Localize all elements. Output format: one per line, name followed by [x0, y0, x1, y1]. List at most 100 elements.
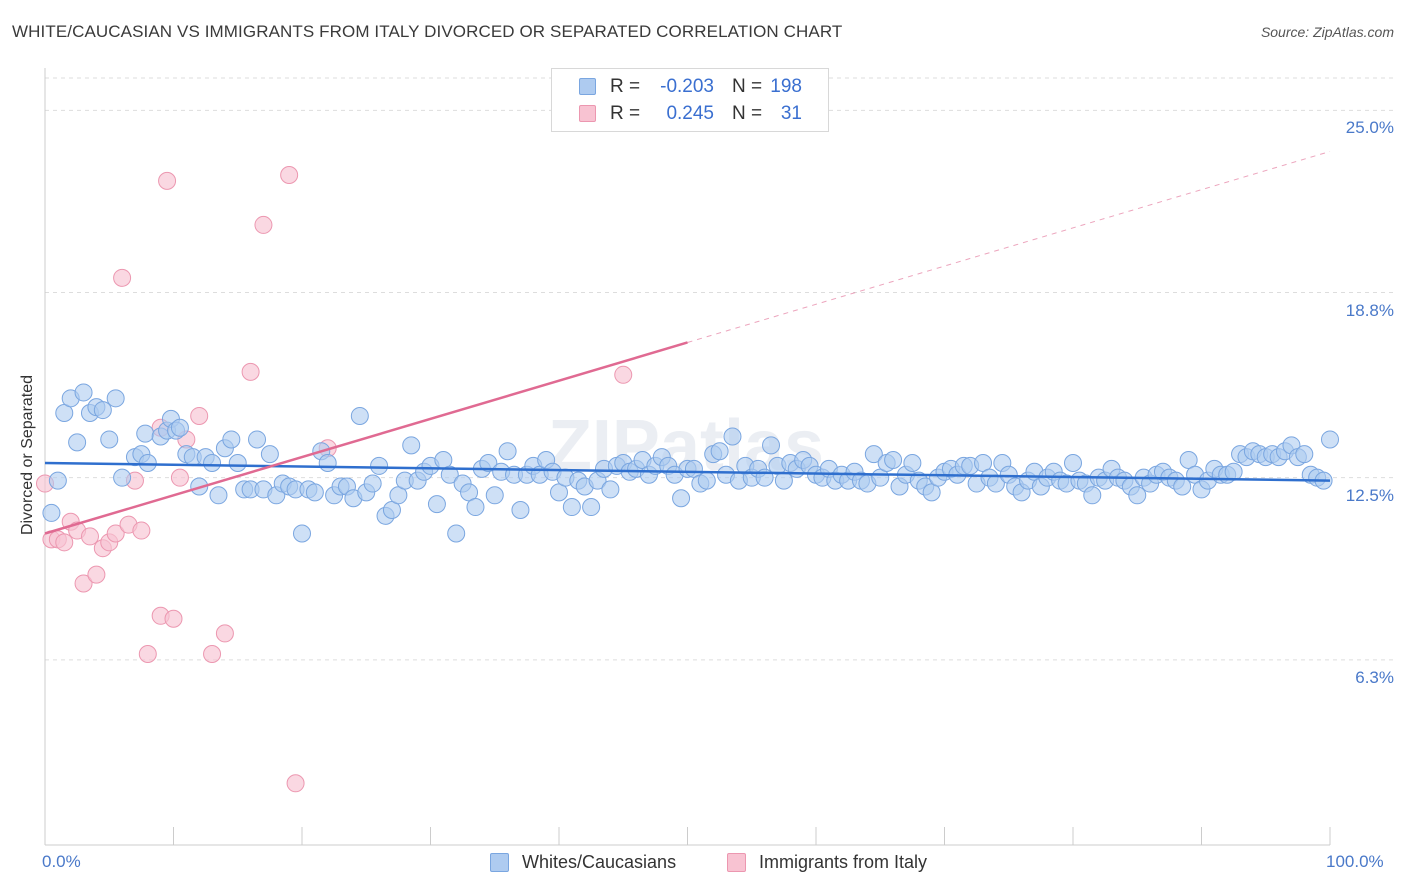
bottom-legend-label: Whites/Caucasians [522, 852, 677, 872]
white-point [106, 389, 125, 408]
white-point [582, 498, 601, 517]
white-point [136, 424, 155, 443]
italy-point [280, 165, 299, 184]
white-point [100, 430, 119, 449]
legend-r-value: -0.203 [660, 76, 714, 97]
x-axis [44, 68, 1331, 846]
italy-point [87, 565, 106, 584]
white-point [305, 483, 324, 502]
white-point [1064, 453, 1082, 472]
white-point [209, 486, 228, 505]
white-point [222, 430, 241, 449]
italy-trend-extension [687, 150, 1331, 343]
white-point [427, 495, 446, 514]
white-point [1083, 486, 1102, 505]
italy-point [55, 533, 74, 552]
white-point [723, 427, 742, 446]
white-point [1173, 477, 1192, 496]
legend-n-value: 198 [770, 76, 802, 97]
white-point [479, 453, 498, 472]
white-point [697, 471, 716, 490]
white-point [1295, 445, 1314, 464]
white-point [710, 442, 729, 461]
x-tick-max: 100.0% [1326, 852, 1384, 871]
italy-trend-line [44, 341, 688, 535]
italy-point [203, 644, 222, 663]
y-tick-label: 6.3% [1355, 667, 1394, 687]
italy-point [74, 574, 93, 593]
white-point [903, 453, 922, 472]
white-point [68, 433, 87, 452]
white-point [93, 401, 112, 420]
white-point [1321, 430, 1339, 449]
white-point [440, 465, 459, 484]
y-tick-label: 18.8% [1345, 300, 1394, 320]
y-tick-label: 12.5% [1345, 485, 1394, 505]
white-point [498, 442, 517, 461]
white-point [113, 468, 132, 487]
legend-n-value: 31 [780, 103, 802, 124]
white-point [762, 436, 781, 455]
italy-point [241, 362, 260, 381]
italy-point [190, 406, 209, 425]
white-point [864, 445, 883, 464]
legend-swatch-pink [579, 105, 596, 122]
x-tick-min: 0.0% [42, 852, 81, 871]
white-point [402, 436, 421, 455]
italy-point [106, 524, 125, 543]
italy-point [158, 171, 177, 190]
legend-n-label: N = [732, 76, 763, 97]
italy-point [164, 609, 183, 628]
legend-row-whites: R = -0.203 N = 198 [552, 74, 828, 100]
white-point [370, 456, 389, 475]
white-point [228, 453, 247, 472]
white-point [774, 471, 793, 490]
italy-point [138, 644, 157, 663]
italy-point [286, 774, 305, 793]
white-point [511, 500, 530, 519]
legend-r-label: R = [610, 103, 641, 124]
white-point [74, 383, 93, 402]
white-point [170, 418, 189, 437]
white-point [363, 474, 382, 493]
white-point [203, 453, 222, 472]
y-tick-label: 25.0% [1345, 118, 1394, 138]
white-point [293, 524, 311, 543]
stats-legend: R = -0.203 N = 198 R = 0.245 N = 31 [551, 68, 829, 132]
white-point [48, 471, 67, 490]
white-point [884, 451, 903, 470]
white-point [601, 480, 620, 499]
white-point [485, 486, 504, 505]
italy-point [215, 624, 234, 643]
bottom-swatch-pink [727, 853, 746, 872]
white-point [318, 453, 337, 472]
italy-point [132, 521, 151, 540]
legend-n-label: N = [732, 103, 763, 124]
bottom-swatch-blue [490, 853, 509, 872]
italy-point [254, 215, 273, 234]
italy-point [80, 527, 99, 546]
white-point [447, 524, 466, 543]
white-point [1128, 486, 1147, 505]
legend-row-italy: R = 0.245 N = 31 [552, 101, 828, 127]
white-point [138, 453, 157, 472]
italy-point [113, 268, 132, 287]
italy-point [614, 365, 633, 384]
white-point [1224, 462, 1243, 481]
white-point [672, 489, 691, 508]
trend-lines [44, 150, 1331, 535]
chart-title: WHITE/CAUCASIAN VS IMMIGRANTS FROM ITALY… [12, 22, 843, 41]
legend-r-label: R = [610, 76, 641, 97]
white-point [248, 430, 267, 449]
white-point [42, 503, 61, 522]
source-label: Source: ZipAtlas.com [1260, 24, 1394, 40]
legend-r-value: 0.245 [666, 103, 714, 124]
italy-point [170, 468, 189, 487]
white-point [350, 406, 369, 425]
white-point [466, 498, 485, 517]
whites-trend-line [44, 461, 1331, 482]
legend-swatch-blue [579, 78, 596, 95]
bottom-legend-label: Immigrants from Italy [759, 852, 928, 872]
white-point [562, 498, 581, 517]
